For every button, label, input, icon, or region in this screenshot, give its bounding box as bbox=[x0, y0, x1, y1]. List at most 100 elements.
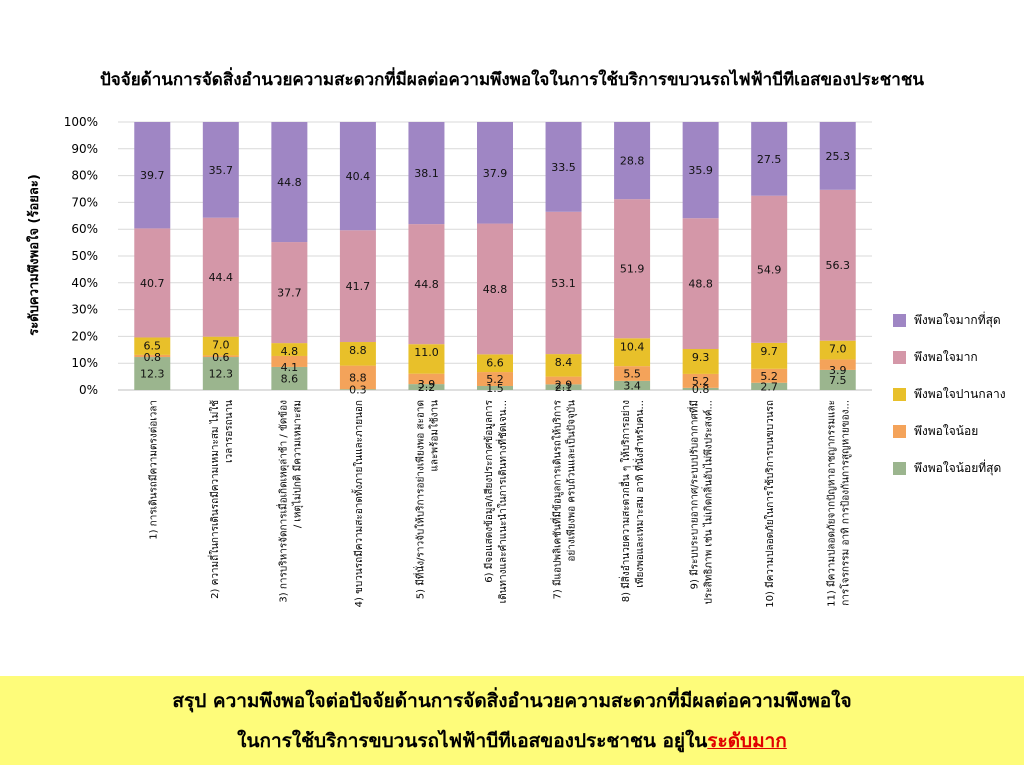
data-label: 54.9 bbox=[757, 263, 782, 276]
data-label: 56.3 bbox=[825, 259, 850, 272]
bar-segment bbox=[819, 122, 856, 190]
data-label: 3.4 bbox=[623, 379, 641, 392]
category-label: เวลารอรถนาน bbox=[224, 400, 235, 463]
y-tick-label: 90% bbox=[71, 142, 98, 156]
bar-segment bbox=[134, 354, 171, 358]
bar-segment bbox=[271, 366, 308, 390]
data-label: 0.8 bbox=[692, 383, 710, 396]
legend-label: พึงพอใจปานกลาง bbox=[914, 386, 1006, 401]
bar-segment bbox=[614, 380, 651, 390]
category-label: / เหตุไม่ปกติ มีความเหมาะสม bbox=[291, 400, 303, 528]
category-label: เพียงพอและเหมาะสม อาทิ ที่นั่งสำหรับคน..… bbox=[632, 400, 646, 588]
bar-segment bbox=[614, 199, 651, 339]
data-label: 41.7 bbox=[346, 280, 371, 293]
data-label: 44.8 bbox=[277, 176, 302, 189]
bar-segment bbox=[751, 368, 788, 383]
bar-segment bbox=[682, 122, 719, 219]
bar-segment bbox=[134, 337, 171, 355]
bar-segment bbox=[682, 387, 719, 390]
category-label: 7) มีแอปพลิเคชันที่มีข้อมูลการเดินรถให้บ… bbox=[550, 399, 564, 599]
bar-segment bbox=[339, 122, 376, 231]
category-label: 9) มีระบบระบายอากาศ/ระบบปรับอากาศที่มี bbox=[687, 400, 701, 589]
bar-segment bbox=[271, 355, 308, 367]
category-label: การโจรกรรม อาทิ การป้องกันการสูญหายของ..… bbox=[839, 400, 852, 606]
y-tick-label: 70% bbox=[71, 195, 98, 209]
category-label: 1) การเดินรถมีความตรงต่อเวลา bbox=[147, 400, 159, 540]
bar-segment bbox=[819, 359, 856, 370]
bar-segment bbox=[614, 338, 651, 367]
bar-segment bbox=[477, 354, 513, 373]
y-axis-ticks: 0% 10% 20% 30% 40% 50% 60% 70% 80% 90% 100% bbox=[64, 115, 98, 397]
bar-segment bbox=[545, 376, 582, 385]
bar-segment bbox=[545, 384, 582, 390]
legend-label: พึงพอใจมากที่สุด bbox=[914, 312, 1001, 327]
bar-segment bbox=[819, 369, 856, 390]
bar-segment bbox=[477, 385, 513, 390]
data-label: 6.6 bbox=[486, 356, 504, 369]
bar-segment bbox=[408, 122, 445, 225]
bar-segment bbox=[408, 344, 445, 374]
data-label: 48.8 bbox=[483, 283, 508, 296]
bar-segment bbox=[819, 340, 856, 360]
data-label: 35.7 bbox=[209, 164, 234, 177]
legend-label: พึงพอใจมาก bbox=[914, 349, 978, 364]
data-label: 37.9 bbox=[483, 167, 508, 180]
category-label: 3) การบริหารจัดการเมื่อเกิดเหตุล่าช้า / … bbox=[275, 400, 289, 603]
data-label: 51.9 bbox=[620, 263, 645, 276]
y-tick-label: 60% bbox=[71, 222, 98, 236]
summary-banner: สรุป ความพึงพอใจต่อปัจจัยด้านการจัดสิ่งอ… bbox=[0, 676, 1024, 765]
legend-label: พึงพอใจน้อย bbox=[914, 423, 979, 438]
data-label: 5.5 bbox=[623, 368, 641, 381]
legend-label: พึงพอใจน้อยที่สุด bbox=[914, 460, 1002, 475]
bar-segment bbox=[339, 389, 376, 390]
bar-segment bbox=[477, 223, 513, 355]
bar-segment bbox=[819, 189, 856, 341]
data-label: 0.6 bbox=[212, 351, 230, 364]
bar-segment bbox=[339, 230, 376, 343]
data-label: 48.8 bbox=[688, 278, 713, 291]
data-label: 7.0 bbox=[212, 339, 230, 352]
bar-segment bbox=[682, 348, 719, 374]
y-tick-label: 100% bbox=[64, 115, 98, 129]
bar-segment bbox=[408, 224, 445, 345]
category-label: 2) ความถี่ในการเดินรถมีความเหมาะสม ไม่ใช… bbox=[207, 400, 221, 599]
data-label: 40.7 bbox=[140, 277, 165, 290]
data-label: 35.9 bbox=[688, 164, 713, 177]
category-label: 4) ขบวนรถมีความสะอาดทั้งภายในและภายนอก bbox=[351, 400, 365, 607]
bar-segment bbox=[682, 218, 719, 349]
legend-swatch bbox=[893, 313, 906, 327]
data-label: 5.2 bbox=[760, 370, 778, 383]
data-label: 4.1 bbox=[281, 361, 299, 374]
data-label: 12.3 bbox=[209, 368, 234, 381]
bar-segment bbox=[134, 357, 171, 390]
bar-segment bbox=[202, 355, 239, 358]
summary-line-1: สรุป ความพึงพอใจต่อปัจจัยด้านการจัดสิ่งอ… bbox=[172, 690, 852, 712]
data-label: 8.6 bbox=[281, 372, 299, 385]
bar-segment bbox=[614, 366, 651, 381]
data-label: 25.3 bbox=[825, 150, 850, 163]
legend-swatch bbox=[893, 461, 906, 475]
data-label: 44.4 bbox=[209, 271, 234, 284]
legend-item: พึงพอใจปานกลาง bbox=[893, 384, 1006, 404]
data-label: 6.5 bbox=[144, 339, 162, 352]
x-axis-labels: 1) การเดินรถมีความตรงต่อเวลา 2) ความถี่ใน… bbox=[147, 399, 851, 607]
category-label: 6) มีจอแสดงข้อมูล/เสียงประกาศข้อมูลการ bbox=[483, 399, 495, 582]
bar-segment bbox=[202, 217, 239, 337]
data-label: 44.8 bbox=[414, 278, 439, 291]
data-label: 33.5 bbox=[551, 161, 576, 174]
data-label: 39.7 bbox=[140, 169, 165, 182]
bars: 12.30.86.540.739.712.30.67.044.435.78.64… bbox=[134, 122, 856, 397]
y-tick-label: 0% bbox=[79, 383, 98, 397]
data-label: 1.5 bbox=[486, 382, 504, 395]
legend-item: พึงพอใจน้อย bbox=[893, 421, 1006, 441]
data-label: 8.4 bbox=[555, 356, 573, 369]
data-label: 40.4 bbox=[346, 170, 371, 183]
category-label: 11) มีความปลอดภัยจากปัญหาอาชญากรรมและ bbox=[826, 400, 838, 607]
bar-segment bbox=[271, 343, 308, 356]
summary-line-2: ในการใช้บริการขบวนรถไฟฟ้าบีทีเอสของประชา… bbox=[0, 726, 1024, 756]
y-tick-label: 30% bbox=[71, 303, 98, 317]
bar-segment bbox=[614, 122, 651, 200]
bar-segment bbox=[751, 342, 788, 369]
y-tick-label: 50% bbox=[71, 249, 98, 263]
data-label: 38.1 bbox=[414, 167, 439, 180]
